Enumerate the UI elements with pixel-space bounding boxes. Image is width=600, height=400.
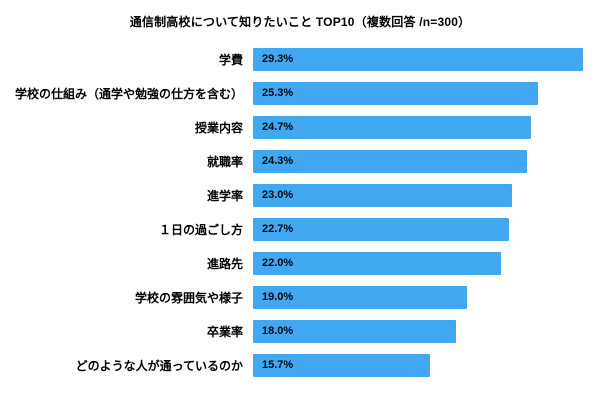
bar: 24.3% xyxy=(253,149,527,173)
bar: 22.0% xyxy=(253,251,501,275)
value-label: 18.0% xyxy=(262,325,294,337)
bar: 24.7% xyxy=(253,115,532,139)
category-label: 卒業率 xyxy=(206,324,243,339)
value-label: 25.3% xyxy=(262,87,294,99)
chart-row: 授業内容 24.7% xyxy=(0,110,600,144)
category-label: 学校の雰囲気や様子 xyxy=(134,290,243,305)
chart-row: 進学率 23.0% xyxy=(0,178,600,212)
chart-row: １日の過ごし方 22.7% xyxy=(0,212,600,246)
chart-row: 学校の仕組み（通学や勉強の仕方を含む） 25.3% xyxy=(0,76,600,110)
chart-row: 学校の雰囲気や様子 19.0% xyxy=(0,280,600,314)
bar: 25.3% xyxy=(253,81,538,105)
value-label: 24.3% xyxy=(262,155,294,167)
category-label: 進学率 xyxy=(206,188,243,203)
value-label: 22.0% xyxy=(262,257,294,269)
bar: 19.0% xyxy=(253,285,468,309)
value-label: 19.0% xyxy=(262,291,294,303)
chart-title: 通信制高校について知りたいこと TOP10（複数回答 /n=300） xyxy=(129,15,471,29)
category-label: 進路先 xyxy=(206,256,243,271)
chart-row: 卒業率 18.0% xyxy=(0,314,600,348)
chart-row: 学費 29.3% xyxy=(0,42,600,76)
bar: 22.7% xyxy=(253,217,509,241)
category-label: どのような人が通っているのか xyxy=(75,358,243,373)
category-label: １日の過ごし方 xyxy=(158,222,243,237)
value-label: 15.7% xyxy=(262,359,294,371)
value-label: 29.3% xyxy=(262,53,294,65)
value-label: 23.0% xyxy=(262,189,294,201)
category-label: 就職率 xyxy=(206,154,243,169)
category-label: 学費 xyxy=(218,52,243,67)
category-label: 授業内容 xyxy=(194,120,243,135)
value-label: 24.7% xyxy=(262,121,294,133)
chart-row: どのような人が通っているのか 15.7% xyxy=(0,348,600,382)
category-label: 学校の仕組み（通学や勉強の仕方を含む） xyxy=(14,86,243,101)
chart-row: 就職率 24.3% xyxy=(0,144,600,178)
value-label: 22.7% xyxy=(262,223,294,235)
chart-rows: 学費 29.3% 学校の仕組み（通学や勉強の仕方を含む） 25.3% 授業内容 24.7%… xyxy=(0,42,600,382)
bar: 15.7% xyxy=(253,353,430,377)
bar: 18.0% xyxy=(253,319,456,343)
bar: 23.0% xyxy=(253,183,513,207)
bar: 29.3% xyxy=(253,47,584,71)
chart-row: 進路先 22.0% xyxy=(0,246,600,280)
